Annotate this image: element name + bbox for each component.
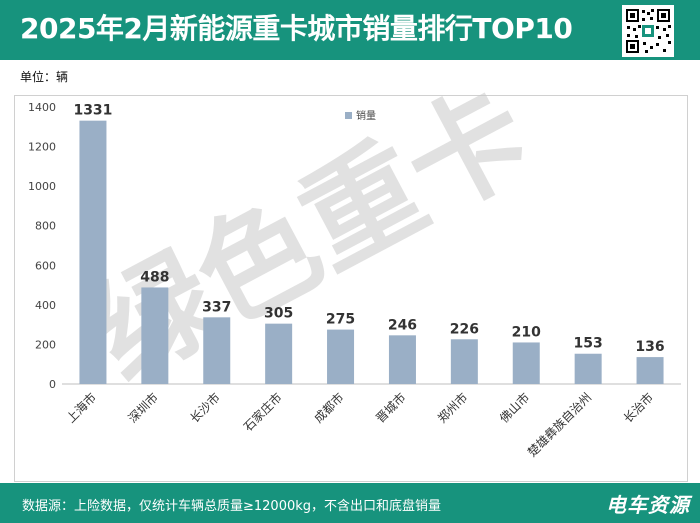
header-bar: 2025年2月新能源重卡城市销量排行TOP10: [0, 0, 700, 60]
x-tick-label: 上海市: [63, 390, 99, 426]
data-label: 275: [326, 312, 355, 328]
bar: [450, 339, 478, 384]
x-tick-label: 石家庄市: [240, 390, 285, 435]
y-tick-label: 0: [49, 378, 56, 391]
y-tick-label: 800: [35, 220, 56, 233]
data-label: 210: [512, 324, 541, 340]
bar: [79, 120, 107, 384]
chart-frame: [14, 95, 688, 482]
data-label: 305: [264, 306, 293, 322]
data-label: 153: [574, 336, 603, 352]
x-tick-label: 晋城市: [372, 390, 408, 426]
data-label: 246: [388, 317, 417, 333]
unit-label: 单位：辆: [20, 70, 69, 84]
bar: [265, 323, 293, 384]
x-tick-label: 佛山市: [496, 390, 532, 426]
page-title: 2025年2月新能源重卡城市销量排行TOP10: [20, 12, 573, 45]
bar: [141, 287, 169, 384]
y-tick-label: 1000: [28, 180, 56, 193]
qr-code-icon: [622, 5, 674, 57]
bar: [574, 353, 602, 384]
data-label: 488: [140, 269, 169, 285]
x-tick-label: 楚雄彝族自治州: [524, 390, 594, 460]
y-tick-label: 600: [35, 259, 56, 272]
legend-swatch: [345, 112, 352, 119]
bar: [203, 317, 231, 384]
x-tick-label: 长沙市: [187, 390, 223, 426]
bar: [512, 342, 540, 384]
y-tick-label: 200: [35, 338, 56, 351]
brand-logo: 电车资源: [606, 493, 690, 517]
y-tick-label: 1400: [28, 101, 56, 114]
data-label: 226: [450, 321, 479, 337]
data-label: 1331: [73, 103, 112, 119]
bar: [327, 329, 355, 384]
bar: [636, 357, 664, 384]
x-tick-label: 长治市: [620, 390, 656, 426]
data-source-note: 数据源：上险数据，仅统计车辆总质量≥12000kg，不含出口和底盘销量: [22, 499, 442, 514]
x-tick-label: 郑州市: [434, 390, 470, 426]
y-tick-label: 400: [35, 299, 56, 312]
data-label: 136: [635, 339, 664, 355]
bar: [388, 335, 416, 384]
data-label: 337: [202, 299, 231, 315]
x-tick-label: 成都市: [311, 390, 347, 426]
y-tick-label: 1200: [28, 141, 56, 154]
legend-label: 销量: [356, 109, 376, 122]
footer-bar: 数据源：上险数据，仅统计车辆总质量≥12000kg，不含出口和底盘销量 电车资源: [0, 483, 700, 523]
